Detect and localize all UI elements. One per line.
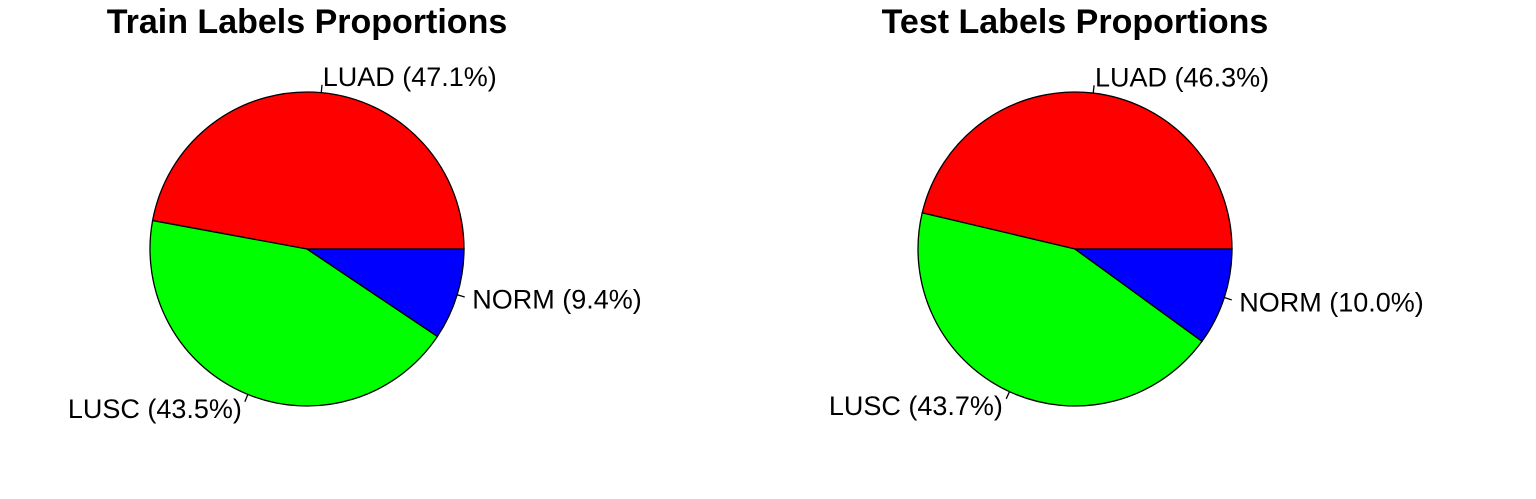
chart-title: Train Labels Proportions [107, 3, 508, 41]
label-leader-line [244, 394, 249, 402]
label-leader-line [1092, 85, 1095, 94]
slice-label-luad: LUAD (47.1%) [323, 62, 497, 92]
slice-label-norm: NORM (10.0%) [1239, 287, 1424, 317]
slice-label-luad: LUAD (46.3%) [1095, 62, 1269, 92]
slice-label-lusc: LUSC (43.5%) [68, 394, 242, 424]
label-leader-line [1005, 391, 1011, 400]
pie-slice-luad [921, 91, 1233, 250]
label-leader-line [320, 84, 323, 93]
slice-label-norm: NORM (9.4%) [472, 284, 642, 314]
label-leader-line [1224, 296, 1232, 301]
pie-slice-luad [151, 91, 465, 250]
chart-title: Test Labels Proportions [882, 3, 1269, 41]
pie-slice-norm [304, 248, 465, 338]
train-pie-chart: LUAD (47.1%) LUSC (43.5%) NORM (9.4%) Train… [68, 3, 642, 424]
label-leader-line [457, 294, 465, 298]
slice-label-lusc: LUSC (43.7%) [829, 391, 1003, 421]
test-pie-chart: LUAD (46.3%) LUSC (43.7%) NORM (10.0%) Test… [829, 3, 1424, 421]
